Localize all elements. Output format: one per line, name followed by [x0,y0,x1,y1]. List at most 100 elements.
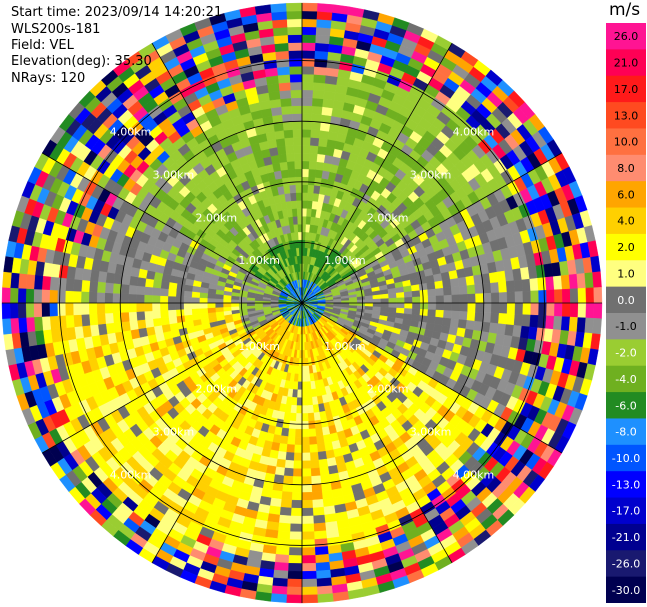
velocity-gate [592,318,602,335]
velocity-gate [316,443,326,453]
velocity-gate [318,137,329,148]
velocity-gate [286,586,303,596]
velocity-gate [301,136,311,146]
velocity-gate [270,489,283,500]
velocity-gate [105,322,116,335]
velocity-gate [474,283,484,295]
velocity-gate [314,546,329,556]
velocity-gate [295,405,303,414]
velocity-gate [291,499,303,509]
velocity-gate [143,302,153,312]
velocity-gate [506,302,516,315]
colorbar-unit: m/s [609,0,641,20]
velocity-gate [275,458,286,469]
velocity-gate [395,286,405,294]
velocity-gate [169,322,179,332]
velocity-gate [283,467,294,477]
velocity-gate [285,145,295,155]
velocity-gate [545,315,555,330]
velocity-gate [498,302,508,314]
velocity-gate [88,302,98,315]
velocity-gate [287,26,303,36]
colorbar-tick-label: -30.0 [612,584,640,597]
velocity-gate [301,594,318,604]
velocity-gate [293,144,303,154]
velocity-gate [306,389,313,398]
velocity-gate [459,294,469,304]
velocity-gate [3,255,14,273]
velocity-gate [279,506,292,517]
velocity-gate [310,459,320,469]
velocity-gate [291,97,303,107]
velocity-gate [312,404,320,414]
velocity-gate [419,308,429,317]
velocity-gate [301,184,309,193]
velocity-gate [380,293,389,300]
velocity-gate [286,578,303,588]
velocity-gate [427,288,437,297]
velocity-gate [315,26,332,37]
velocity-gate [301,10,318,20]
velocity-gate [388,302,397,309]
velocity-gate [457,319,468,330]
velocity-gate [301,460,311,470]
velocity-gate [301,562,317,572]
range-ring-label: 1.00km [238,340,280,353]
velocity-gate [301,468,312,477]
velocity-gate [301,144,311,154]
velocity-gate [490,282,500,294]
velocity-gate [269,98,282,109]
velocity-gate [254,591,272,602]
velocity-gate [529,277,539,292]
range-ring-label: 3.00km [153,426,195,439]
velocity-gate [291,113,303,122]
velocity-gate [307,176,316,186]
velocity-gate [396,297,405,304]
velocity-gate [289,412,297,422]
velocity-gate [25,273,36,290]
velocity-gate [311,491,323,501]
velocity-gate [292,129,303,138]
velocity-gate [88,313,99,326]
velocity-gate [322,98,335,109]
velocity-gate [310,121,322,131]
velocity-gate [314,50,329,60]
velocity-gate [364,302,374,307]
velocity-gate [183,308,193,316]
velocity-gate [301,421,309,430]
velocity-gate [152,279,162,289]
velocity-gate [388,292,397,299]
velocity-gate [304,357,309,367]
velocity-gate [279,435,289,445]
range-ring-label: 1.00km [238,254,280,267]
velocity-gate [80,302,90,315]
velocity-gate [313,74,327,84]
range-ring-label: 1.00km [324,340,366,353]
velocity-gate [318,458,329,469]
velocity-gate [451,302,461,312]
velocity-gate [312,97,324,107]
velocity-gate [291,484,303,493]
velocity-gate [295,184,303,193]
velocity-gate [279,89,292,100]
velocity-gate [590,333,601,351]
velocity-gate [482,282,492,294]
velocity-gate [301,18,318,28]
velocity-gate [530,290,540,304]
velocity-gate [49,276,59,291]
velocity-gate [57,302,66,317]
velocity-gate [121,320,131,332]
velocity-gate [498,292,508,304]
velocity-gate [332,591,350,602]
velocity-gate [306,396,313,406]
velocity-gate [159,287,169,297]
velocity-gate [293,444,303,454]
velocity-gate [167,309,177,318]
velocity-gate [427,302,437,311]
velocity-gate [274,553,290,564]
velocity-gate [561,302,571,318]
velocity-gate [537,277,547,291]
velocity-gate [286,444,295,454]
velocity-gate [159,309,169,319]
velocity-gate [443,310,453,319]
